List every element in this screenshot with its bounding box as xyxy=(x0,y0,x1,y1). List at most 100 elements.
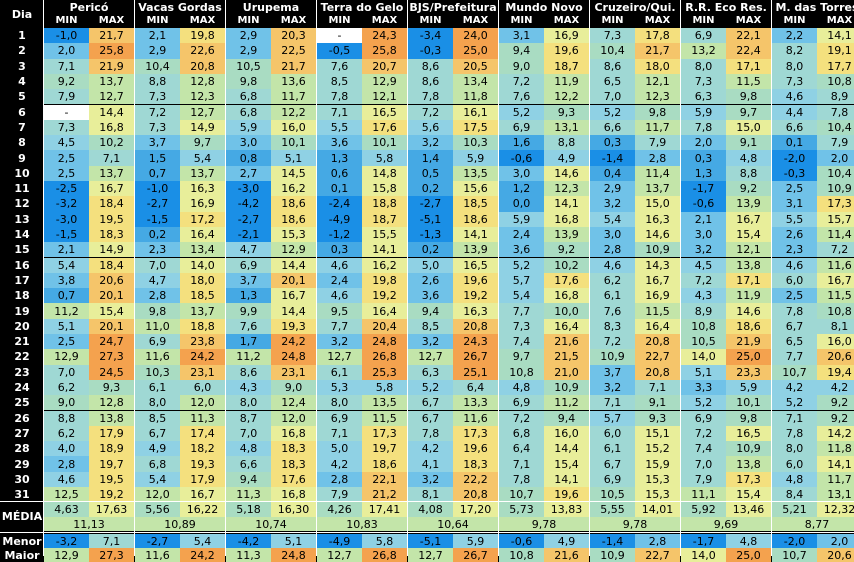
min-cell: 9,0 xyxy=(499,58,544,74)
media-max-cell: 13,46 xyxy=(726,502,771,518)
min-cell: 3,6 xyxy=(499,242,544,258)
menor-max-cell: 7,1 xyxy=(89,534,134,549)
stats-separator xyxy=(0,501,854,503)
max-cell: 16,3 xyxy=(635,211,680,227)
max-cell: 20,5 xyxy=(453,58,498,74)
max-cell: 9,2 xyxy=(544,242,589,258)
min-cell: 7,7 xyxy=(499,303,544,319)
min-cell: 4,6 xyxy=(317,288,362,304)
max-cell: 13,8 xyxy=(726,257,771,273)
max-cell: 10,9 xyxy=(544,379,589,396)
min-cell: 6,9 xyxy=(135,334,180,350)
max-cell: 13,9 xyxy=(726,196,771,212)
min-cell: 6,2 xyxy=(44,425,89,442)
max-cell: 16,7 xyxy=(271,288,316,304)
max-cell: 12,7 xyxy=(89,89,134,105)
day-label: 2 xyxy=(0,43,44,59)
max-cell: 20,8 xyxy=(635,334,680,350)
min-cell: 7,0 xyxy=(135,257,180,273)
min-cell: 5,3 xyxy=(317,379,362,396)
min-cell: 0,1 xyxy=(772,135,817,151)
max-cell: 26,7 xyxy=(453,349,498,365)
min-cell: 7,1 xyxy=(44,58,89,74)
min-cell: -3,0 xyxy=(44,211,89,227)
min-subheader: MIN xyxy=(226,14,271,28)
day-label: 23 xyxy=(0,364,44,380)
max-cell: 18,6 xyxy=(362,456,407,472)
max-cell: 14,6 xyxy=(544,165,589,181)
min-cell: 4,6 xyxy=(44,471,89,487)
min-cell: 7,1 xyxy=(317,425,362,442)
min-cell: 11,6 xyxy=(135,349,180,365)
max-cell: 15,6 xyxy=(453,181,498,197)
min-cell: 8,6 xyxy=(408,73,453,90)
max-cell: 15,4 xyxy=(544,456,589,472)
min-cell: 9,8 xyxy=(135,303,180,319)
max-cell: 13,8 xyxy=(89,410,134,426)
min-cell: 9,9 xyxy=(226,303,271,319)
max-cell: 16,5 xyxy=(726,425,771,442)
maior-max-cell: 24,8 xyxy=(271,548,316,562)
max-cell: 19,3 xyxy=(271,318,316,334)
min-subheader: MIN xyxy=(772,14,817,28)
max-cell: 17,3 xyxy=(817,196,854,212)
min-cell: -4,9 xyxy=(317,211,362,227)
max-cell: 23,3 xyxy=(726,364,771,380)
min-cell: 3,0 xyxy=(499,165,544,181)
min-cell: 4,6 xyxy=(590,257,635,273)
max-cell: 18,8 xyxy=(180,318,225,334)
maior-max-cell: 21,6 xyxy=(544,548,589,562)
min-cell: 9,0 xyxy=(44,395,89,411)
max-cell: 27,3 xyxy=(89,349,134,365)
day-label: 16 xyxy=(0,257,44,273)
min-cell: 8,0 xyxy=(681,58,726,74)
max-subheader: MAX xyxy=(362,14,407,28)
maior-max-cell: 24,2 xyxy=(180,548,225,562)
max-cell: 10,9 xyxy=(817,181,854,197)
min-cell: -3,2 xyxy=(44,196,89,212)
max-cell: 19,6 xyxy=(453,441,498,457)
min-cell: 10,7 xyxy=(772,364,817,380)
max-cell: 7,2 xyxy=(817,242,854,258)
max-cell: 15,8 xyxy=(362,181,407,197)
min-cell: 7,2 xyxy=(408,104,453,120)
min-cell: -1,7 xyxy=(681,181,726,197)
max-cell: 18,3 xyxy=(453,456,498,472)
max-cell: 10,2 xyxy=(89,135,134,151)
min-cell: 0,7 xyxy=(135,165,180,181)
menor-max-cell: 5,8 xyxy=(362,534,407,549)
min-cell: 7,3 xyxy=(499,318,544,334)
max-cell: 18,4 xyxy=(89,196,134,212)
day-label: 4 xyxy=(0,73,44,90)
min-cell: 7,0 xyxy=(590,89,635,105)
max-cell: 13,5 xyxy=(362,395,407,411)
min-cell: -1,3 xyxy=(408,226,453,243)
min-cell: 8,0 xyxy=(317,395,362,411)
max-cell: 17,7 xyxy=(817,58,854,74)
min-cell: 7,1 xyxy=(590,395,635,411)
max-cell: 16,7 xyxy=(817,272,854,289)
min-cell: -2,0 xyxy=(772,150,817,166)
min-cell: 6,4 xyxy=(499,441,544,457)
day-label: 11 xyxy=(0,181,44,197)
media-min-cell: 4,63 xyxy=(44,502,89,518)
max-cell: 11,8 xyxy=(453,89,498,105)
min-cell: 6,8 xyxy=(135,456,180,472)
min-cell: -1,5 xyxy=(135,211,180,227)
min-cell: 8,2 xyxy=(772,43,817,59)
max-cell: 20,1 xyxy=(271,272,316,289)
min-cell: 5,4 xyxy=(135,471,180,487)
min-cell: 8,8 xyxy=(135,73,180,90)
min-cell: 7,6 xyxy=(499,89,544,105)
max-cell: 22,1 xyxy=(362,471,407,487)
max-cell: 18,3 xyxy=(271,456,316,472)
min-cell: 3,0 xyxy=(226,135,271,151)
max-cell: 14,2 xyxy=(817,425,854,442)
station-header: BJS/Prefeitura xyxy=(408,0,498,14)
min-cell: 7,6 xyxy=(226,318,271,334)
min-cell: 1,7 xyxy=(226,334,271,350)
min-cell: 4,6 xyxy=(772,89,817,105)
station-header: Urupema xyxy=(226,0,316,14)
max-cell: 15,9 xyxy=(635,456,680,472)
day-label: 29 xyxy=(0,456,44,472)
